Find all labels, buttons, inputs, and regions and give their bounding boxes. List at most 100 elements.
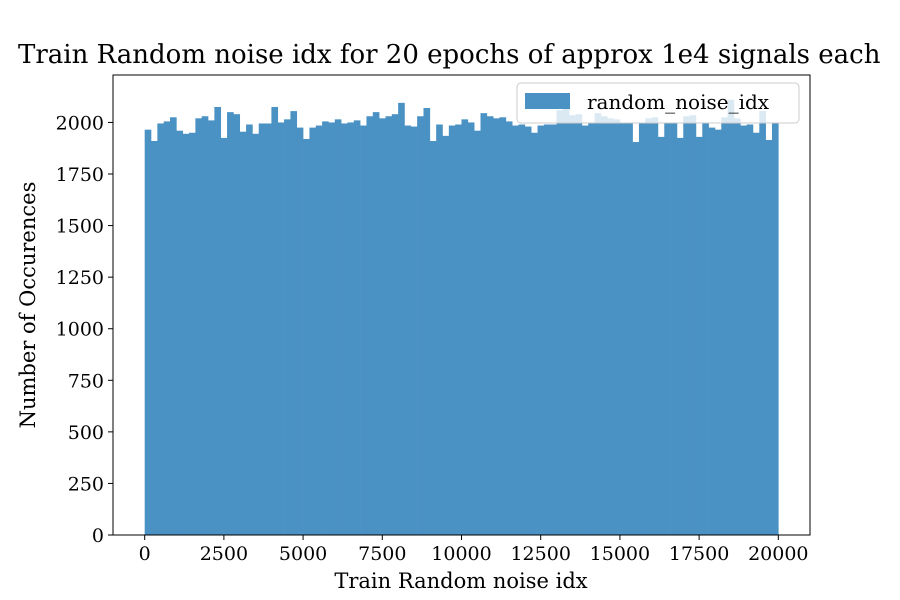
histogram-bar: [486, 116, 494, 535]
histogram-bar: [151, 141, 158, 535]
histogram-bar: [372, 112, 380, 536]
x-tick-label: 17500: [669, 543, 729, 565]
histogram-bar: [695, 136, 703, 535]
histogram-bar: [271, 106, 279, 536]
histogram-bar: [296, 127, 304, 536]
histogram-bar: [638, 123, 646, 535]
histogram-bar: [771, 122, 779, 536]
histogram-bar: [309, 127, 317, 536]
histogram-bar: [550, 124, 557, 536]
histogram-bar: [277, 122, 285, 536]
histogram-bar: [613, 119, 621, 535]
x-tick-label: 20000: [748, 543, 808, 565]
histogram-bar: [683, 116, 690, 535]
x-tick-label: 2500: [200, 543, 248, 565]
histogram-bar: [765, 139, 773, 535]
histogram-bar: [759, 111, 766, 535]
y-tick-label: 1000: [56, 319, 104, 341]
histogram-bar: [410, 126, 418, 535]
y-tick-label: 2000: [56, 112, 104, 134]
histogram-bar: [258, 123, 266, 535]
histogram-bar: [708, 127, 716, 536]
legend-box: [516, 82, 800, 124]
histogram-bar: [201, 116, 209, 535]
histogram-bar: [588, 122, 595, 536]
histogram-bar: [594, 113, 602, 535]
y-tick-label: 1250: [56, 267, 104, 289]
histogram-bar: [334, 119, 342, 535]
x-tick-label: 15000: [590, 543, 650, 565]
histogram-bar: [328, 122, 336, 536]
histogram-bar: [144, 129, 152, 535]
histogram-bar: [651, 117, 659, 536]
x-tick-label: 0: [139, 543, 151, 565]
histogram-bar: [341, 123, 348, 535]
y-tick-label: 1750: [56, 164, 104, 186]
histogram-bar: [689, 115, 697, 535]
histogram-bar: [733, 118, 741, 535]
y-axis-label: Number of Occurences: [16, 182, 40, 429]
histogram-bar: [543, 124, 551, 536]
histogram-bar: [645, 118, 652, 535]
histogram-bar: [379, 118, 386, 535]
x-axis-ticks: 0 2500 5000 7500 10000 12500 15000 17500 20000: [139, 535, 809, 565]
histogram-bar: [303, 138, 310, 536]
histogram-bar: [436, 124, 443, 536]
histogram-bar: [537, 125, 545, 535]
histogram-bar: [398, 102, 405, 535]
x-tick-label: 10000: [431, 543, 491, 565]
histogram-bar: [499, 117, 507, 536]
histogram-bar: [353, 120, 361, 535]
histogram-bar: [467, 122, 475, 536]
histogram-bar: [347, 122, 355, 536]
histogram-bar: [385, 116, 393, 535]
histogram-bar: [556, 110, 564, 535]
histogram-bar: [157, 123, 164, 535]
histogram-bar: [752, 132, 760, 535]
histogram-bar: [657, 136, 665, 535]
histogram-bar: [670, 122, 678, 536]
histogram-bar: [524, 126, 532, 535]
histogram-bar: [727, 99, 735, 536]
histogram-bar: [746, 124, 754, 536]
histogram-bar: [702, 123, 709, 535]
histogram-bar: [170, 117, 177, 536]
histogram-bar: [531, 132, 538, 535]
histogram-bar: [664, 123, 671, 535]
histogram-bar: [562, 109, 570, 535]
legend: random_noise_idx: [516, 82, 800, 124]
histogram-bar: [619, 123, 627, 535]
histogram-bar: [182, 133, 190, 535]
histogram-bar: [607, 118, 614, 535]
histogram-bar: [290, 111, 298, 535]
histogram-bar: [239, 131, 247, 536]
histogram-bar: [429, 141, 437, 535]
histogram-bar: [461, 119, 469, 535]
x-tick-label: 5000: [279, 543, 327, 565]
histogram-bar: [505, 121, 513, 535]
plot-frame: [112, 74, 811, 536]
histogram-bar: [448, 125, 456, 535]
histogram-bar: [366, 116, 374, 535]
histogram-bar: [214, 106, 222, 536]
histogram-bar: [265, 123, 272, 535]
histogram-bar: [632, 142, 640, 536]
histogram-bar: [455, 124, 462, 536]
chart-title: Train Random noise idx for 20 epochs of …: [18, 40, 881, 70]
histogram-bar: [233, 114, 241, 536]
histogram-bar: [189, 132, 196, 535]
histogram-bar: [581, 125, 589, 535]
histogram-bar: [569, 115, 576, 535]
legend-swatch: [525, 93, 570, 109]
histogram-bar: [220, 137, 228, 535]
y-axis-ticks: 0 250 500 750 1000 1250 1500 1750 2000: [56, 112, 113, 547]
histogram-bar: [284, 119, 291, 535]
y-tick-label: 0: [92, 525, 104, 547]
y-tick-label: 1500: [56, 216, 104, 238]
histogram-bar: [252, 133, 260, 535]
histogram-bar: [626, 122, 633, 536]
histogram-bar: [442, 135, 450, 535]
histogram-bar: [176, 130, 183, 535]
histogram-bar: [721, 117, 728, 536]
